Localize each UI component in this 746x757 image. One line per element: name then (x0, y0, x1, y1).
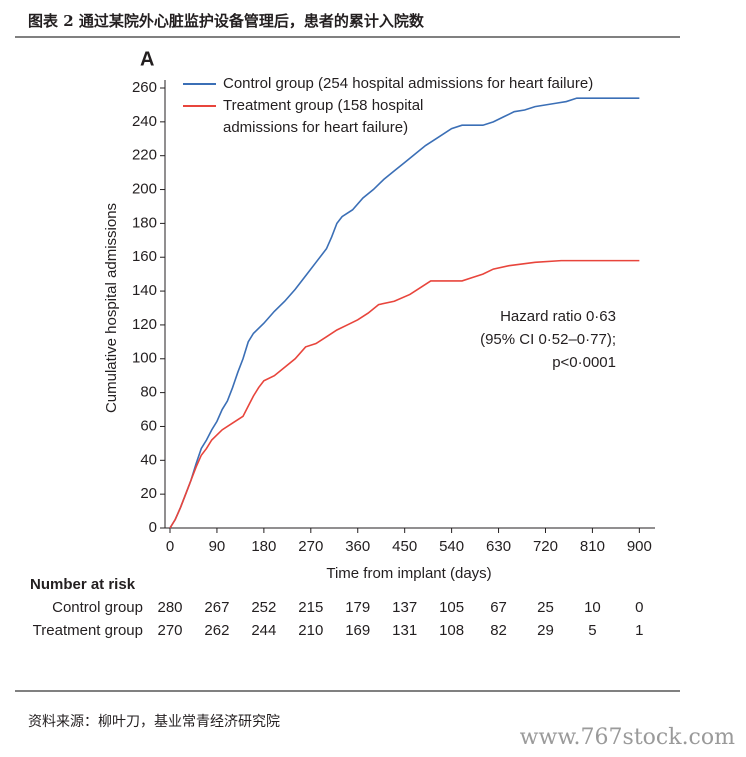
risk-value: 252 (251, 599, 276, 616)
x-tick-label: 720 (533, 538, 558, 555)
watermark: www.767stock.com (520, 725, 735, 750)
series-line (169, 97, 640, 529)
annotation: p<0·0001 (552, 354, 616, 371)
legend-label: Control group (254 hospital admissions f… (223, 75, 594, 92)
risk-value: 280 (157, 599, 182, 616)
risk-value: 210 (298, 622, 323, 639)
risk-value: 29 (537, 622, 554, 639)
x-tick-label: 270 (298, 538, 323, 555)
legend-swatch (183, 105, 216, 107)
legend-item: Treatment group (158 hospital admissions… (183, 95, 433, 139)
y-tick-label: 100 (132, 350, 157, 367)
risk-value: 25 (537, 599, 554, 616)
y-tick-label: 80 (140, 384, 157, 401)
y-tick-label: 0 (149, 519, 157, 536)
source: 资料来源：柳叶刀，基业常青经济研究院 (28, 713, 280, 730)
risk-value: 270 (157, 622, 182, 639)
risk-row-label: Treatment group (33, 622, 143, 639)
y-tick-label: 20 (140, 485, 157, 502)
risk-value: 267 (204, 599, 229, 616)
risk-value: 82 (490, 622, 507, 639)
x-tick-label: 810 (580, 538, 605, 555)
y-tick-label: 200 (132, 181, 157, 198)
y-tick-label: 40 (140, 451, 157, 468)
y-tick-label: 120 (132, 316, 157, 333)
risk-value: 244 (251, 622, 276, 639)
legend: Control group (254 hospital admissions f… (183, 73, 593, 139)
risk-value: 137 (392, 599, 417, 616)
y-tick-label: 260 (132, 79, 157, 96)
risk-value: 179 (345, 599, 370, 616)
x-tick-label: 450 (392, 538, 417, 555)
risk-row-label: Control group (52, 599, 143, 616)
risk-title: Number at risk (30, 576, 136, 593)
x-tick-label: 90 (209, 538, 226, 555)
risk-value: 131 (392, 622, 417, 639)
risk-value: 262 (204, 622, 229, 639)
annotation: Hazard ratio 0·63 (500, 308, 616, 325)
panel-label: A (140, 48, 154, 70)
y-tick-label: 140 (132, 282, 157, 299)
y-tick-label: 60 (140, 417, 157, 434)
x-tick-label: 900 (627, 538, 652, 555)
x-tick-label: 630 (486, 538, 511, 555)
y-axis-label: Cumulative hospital admissions (103, 203, 120, 413)
legend-item: Control group (254 hospital admissions f… (183, 73, 593, 95)
risk-value: 10 (584, 599, 601, 616)
risk-value: 67 (490, 599, 507, 616)
x-tick-label: 0 (166, 538, 174, 555)
y-tick-label: 220 (132, 147, 157, 164)
risk-value: 105 (439, 599, 464, 616)
x-axis-label: Time from implant (days) (326, 565, 491, 582)
risk-value: 108 (439, 622, 464, 639)
x-tick-label: 180 (251, 538, 276, 555)
header-title: 图表 2 通过某院外心脏监护设备管理后，患者的累计入院数 (28, 12, 425, 30)
series-line (169, 259, 640, 529)
x-tick-label: 360 (345, 538, 370, 555)
annotation: (95% CI 0·52–0·77); (480, 331, 616, 348)
risk-value: 1 (635, 622, 643, 639)
legend-swatch (183, 83, 216, 85)
risk-value: 215 (298, 599, 323, 616)
y-tick-label: 180 (132, 214, 157, 231)
legend-label: Treatment group (158 hospital admissions… (223, 97, 424, 136)
y-tick-label: 160 (132, 248, 157, 265)
y-tick-label: 240 (132, 113, 157, 130)
risk-value: 5 (588, 622, 596, 639)
x-tick-label: 540 (439, 538, 464, 555)
risk-value: 0 (635, 599, 643, 616)
risk-value: 169 (345, 622, 370, 639)
